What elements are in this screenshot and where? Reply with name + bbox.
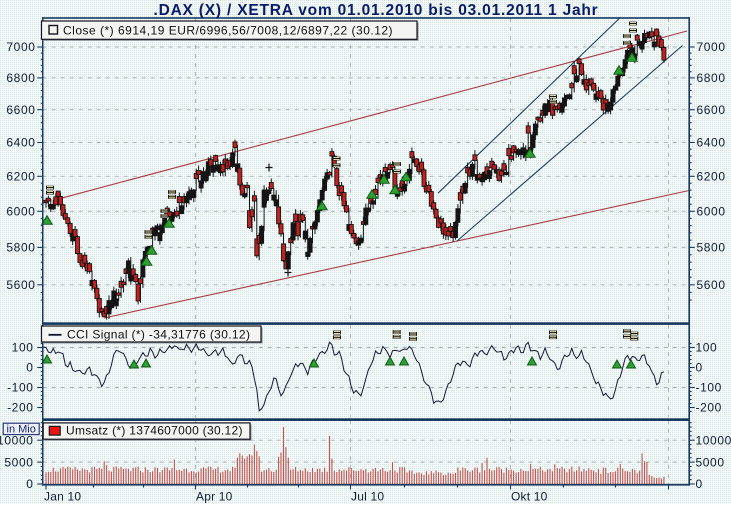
svg-text:-200: -200 [696,401,722,415]
svg-text:.DAX (X) / XETRA vom 01.01.201: .DAX (X) / XETRA vom 01.01.2010 bis 03.0… [153,2,598,19]
svg-text:Apr 10: Apr 10 [196,490,233,504]
svg-text:5800: 5800 [697,241,726,255]
svg-text:Close (*) 6914,19 EUR/6996,56/: Close (*) 6914,19 EUR/6996,56/7008,12/68… [63,23,393,37]
svg-text:7000: 7000 [697,40,726,54]
svg-text:10000: 10000 [696,433,731,447]
svg-text:-100: -100 [696,381,722,395]
svg-text:CCI Signal (*) -34,31776 (30.1: CCI Signal (*) -34,31776 (30.12) [67,328,250,342]
svg-text:0: 0 [696,477,703,491]
svg-text:6400: 6400 [6,136,35,150]
svg-text:5800: 5800 [6,241,35,255]
svg-text:Okt 10: Okt 10 [511,490,548,504]
svg-text:6200: 6200 [697,170,726,184]
svg-text:5600: 5600 [697,278,726,292]
svg-text:6600: 6600 [6,103,35,117]
svg-text:6400: 6400 [697,136,726,150]
svg-text:in Mio: in Mio [7,424,36,436]
svg-text:0: 0 [26,477,33,491]
svg-text:6000: 6000 [697,205,726,219]
svg-text:7000: 7000 [6,40,35,54]
svg-text:6600: 6600 [697,103,726,117]
svg-text:0: 0 [26,361,33,375]
svg-text:5000: 5000 [4,455,33,469]
svg-text:5600: 5600 [6,278,35,292]
svg-text:0: 0 [696,361,703,375]
svg-text:-100: -100 [7,381,33,395]
svg-text:6200: 6200 [6,170,35,184]
svg-text:6800: 6800 [6,71,35,85]
svg-text:100: 100 [12,341,34,355]
svg-text:Jan 10: Jan 10 [44,490,81,504]
svg-text:Umsatz (*) 1374607000 (30.12): Umsatz (*) 1374607000 (30.12) [66,424,243,438]
svg-text:6000: 6000 [6,205,35,219]
svg-text:-200: -200 [7,401,33,415]
svg-text:Jul 10: Jul 10 [351,490,384,504]
svg-text:5000: 5000 [696,455,725,469]
svg-text:100: 100 [696,341,718,355]
svg-text:6800: 6800 [697,71,726,85]
